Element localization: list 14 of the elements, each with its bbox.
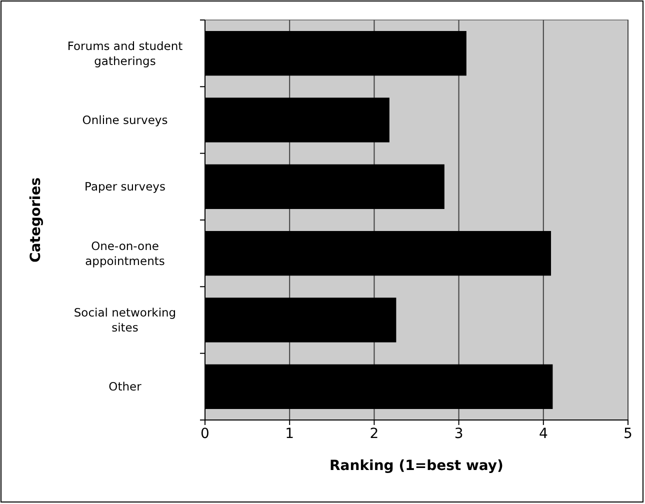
y-tick-label: Forums and student gatherings xyxy=(67,38,184,68)
y-axis-title: Categories xyxy=(28,177,44,263)
x-tick-label: 0 xyxy=(200,426,210,442)
y-tick-label: Social networking sites xyxy=(74,306,176,334)
x-tick-label: 5 xyxy=(624,426,632,442)
x-tick-label: 2 xyxy=(370,426,379,442)
y-tick-label: One-on-one appointments xyxy=(85,238,165,268)
x-tick-label: 3 xyxy=(454,426,464,442)
x-tick-label: 1 xyxy=(285,426,294,442)
x-axis-title: Ranking (1=best way) xyxy=(330,458,504,474)
y-tick-label: Paper surveys xyxy=(84,180,166,194)
x-tick-label: 4 xyxy=(538,426,548,442)
y-tick-label: Online surveys xyxy=(82,113,168,127)
y-tick-label: Other xyxy=(108,380,142,394)
